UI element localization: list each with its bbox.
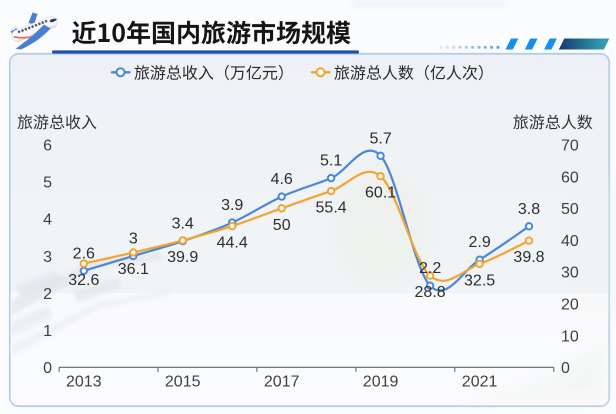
svg-text:6: 6: [43, 138, 52, 155]
svg-text:50: 50: [561, 201, 579, 218]
svg-text:2013: 2013: [66, 373, 102, 390]
svg-text:2021: 2021: [462, 373, 498, 390]
svg-text:40: 40: [561, 233, 579, 250]
svg-text:3: 3: [43, 249, 52, 266]
svg-text:36.1: 36.1: [118, 261, 149, 278]
svg-text:2: 2: [43, 286, 52, 303]
svg-text:5: 5: [43, 175, 52, 192]
svg-text:5.1: 5.1: [320, 153, 342, 170]
svg-text:60.1: 60.1: [365, 185, 396, 202]
svg-text:2.6: 2.6: [73, 245, 95, 262]
svg-text:0: 0: [43, 360, 52, 377]
svg-text:50: 50: [273, 217, 291, 234]
svg-text:20: 20: [561, 297, 579, 314]
svg-text:32.6: 32.6: [68, 272, 99, 289]
svg-text:4.6: 4.6: [271, 171, 293, 188]
svg-text:2019: 2019: [363, 373, 399, 390]
svg-text:1: 1: [43, 323, 52, 340]
svg-text:3.8: 3.8: [518, 201, 540, 218]
svg-text:2015: 2015: [165, 373, 201, 390]
svg-text:32.5: 32.5: [464, 272, 495, 289]
svg-text:2017: 2017: [264, 373, 300, 390]
svg-text:5.7: 5.7: [369, 130, 391, 147]
svg-text:70: 70: [561, 138, 579, 155]
svg-text:55.4: 55.4: [316, 200, 347, 217]
svg-text:2.2: 2.2: [419, 260, 441, 277]
svg-text:0: 0: [561, 360, 570, 377]
svg-text:10: 10: [561, 328, 579, 345]
svg-text:28.8: 28.8: [415, 284, 446, 301]
svg-text:39.9: 39.9: [167, 249, 198, 266]
svg-text:3: 3: [129, 231, 138, 248]
svg-text:44.4: 44.4: [217, 235, 248, 252]
svg-text:3.4: 3.4: [172, 216, 194, 233]
svg-text:3.9: 3.9: [221, 197, 243, 214]
svg-text:39.8: 39.8: [513, 249, 544, 266]
svg-text:60: 60: [561, 169, 579, 186]
svg-text:2.9: 2.9: [468, 234, 490, 251]
svg-text:4: 4: [43, 212, 52, 229]
svg-text:30: 30: [561, 265, 579, 282]
